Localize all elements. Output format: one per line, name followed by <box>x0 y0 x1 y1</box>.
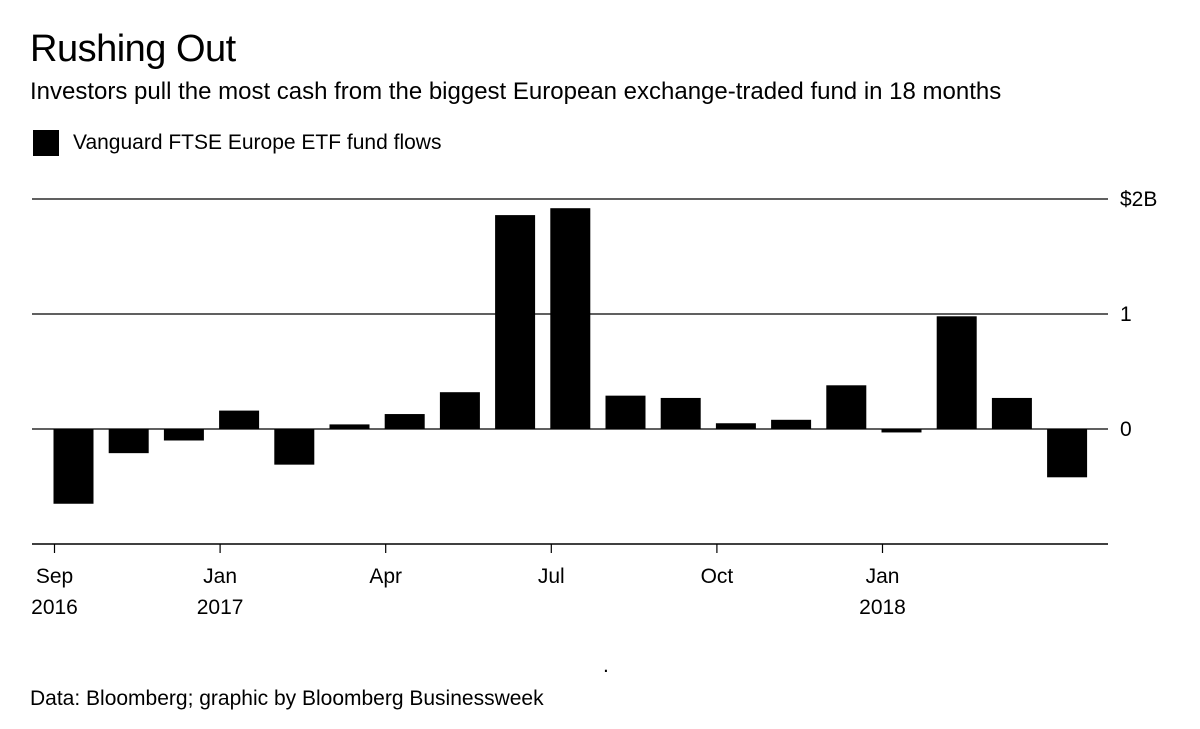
bar <box>1047 429 1088 478</box>
legend-label: Vanguard FTSE Europe ETF fund flows <box>73 131 442 154</box>
bar <box>550 208 591 429</box>
y-tick-label: $2B <box>1120 188 1157 211</box>
bar <box>329 424 370 429</box>
x-tick-month: Sep <box>36 565 73 588</box>
legend: Vanguard FTSE Europe ETF fund flows <box>33 130 441 156</box>
bars <box>53 208 1088 504</box>
x-tick-month: Oct <box>701 565 734 588</box>
bar <box>660 397 701 429</box>
legend-swatch <box>33 130 59 156</box>
source-note: Data: Bloomberg; graphic by Bloomberg Bu… <box>30 687 544 710</box>
bar <box>936 316 977 429</box>
y-tick-label: 1 <box>1120 303 1132 326</box>
bar <box>274 429 315 465</box>
x-tick-year: 2018 <box>859 596 906 619</box>
chart-subtitle: Investors pull the most cash from the bi… <box>30 78 1002 105</box>
y-tick-label: 0 <box>1120 418 1132 441</box>
bar <box>163 429 204 441</box>
bar <box>384 414 425 429</box>
bar <box>219 410 260 429</box>
chart-title: Rushing Out <box>30 28 236 70</box>
bar <box>439 392 480 429</box>
stray-dot: . <box>603 654 609 677</box>
bar <box>991 397 1032 429</box>
bar <box>53 429 94 504</box>
bar <box>881 429 922 433</box>
bar <box>715 423 756 429</box>
tick-labels: $2B 1 0 Sep 2016 Jan 2017 Apr Jul Oct Jan 2018 <box>31 188 1157 619</box>
x-tick-month: Jan <box>866 565 900 588</box>
x-tick-month: Jan <box>203 565 237 588</box>
x-tick-year: 2016 <box>31 596 78 619</box>
bar <box>771 419 812 429</box>
x-tick-month: Jul <box>538 565 565 588</box>
bar <box>108 429 149 454</box>
x-tick-year: 2017 <box>197 596 244 619</box>
bar <box>605 395 646 429</box>
bar <box>495 215 536 429</box>
x-tick-month: Apr <box>369 565 402 588</box>
bar <box>826 385 867 429</box>
x-axis <box>32 543 1108 553</box>
